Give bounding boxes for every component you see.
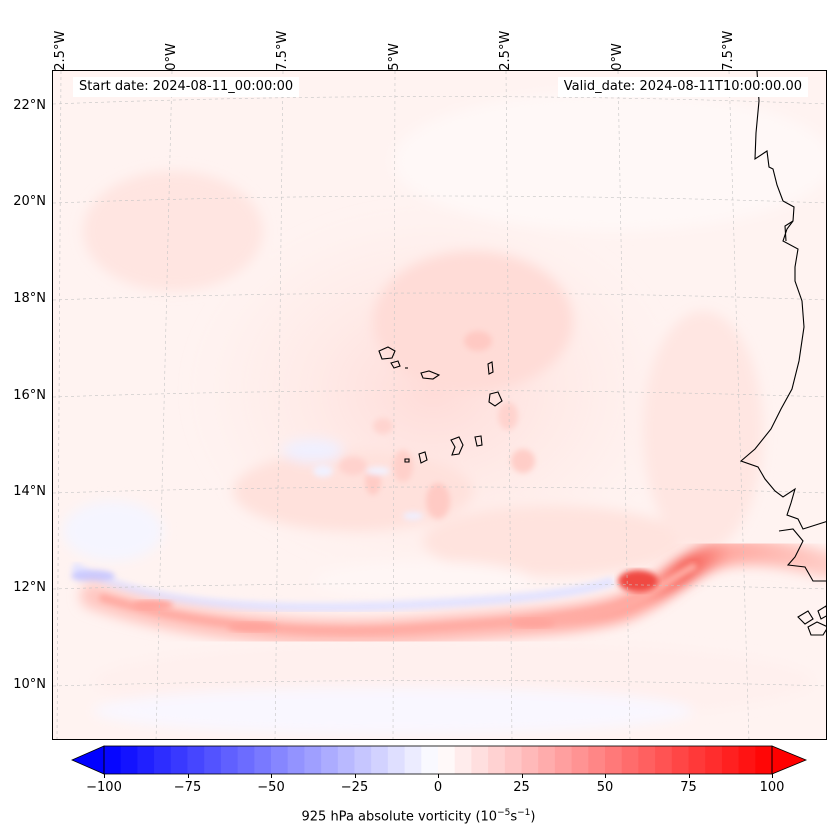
positive-vorticity-band [80,538,826,646]
colorbar-cell [337,746,356,774]
colorbar-tick-label: 100 [759,780,785,795]
lat-label-16n: 16°N [13,388,46,403]
colorbar-tick-mark [354,774,356,778]
colorbar-tick-mark [187,774,189,778]
graticule [53,71,826,739]
valid-date-label: Valid_date: 2024-08-11T10:00:00.00 [557,77,808,97]
colorbar-cell [588,746,606,774]
colorbar-cell [638,746,656,774]
lat-label-20n: 20°N [13,194,46,209]
colorbar-cell [304,746,322,774]
colorbar-tick-mark [104,774,105,778]
negative-vorticity-band [70,561,615,613]
colorbar-cell [438,746,456,774]
lat-label-10n: 10°N [13,677,46,692]
colorbar-cell [104,746,122,774]
colorbar-tick-mark [271,774,272,778]
colorbar-cell [254,746,272,774]
lat-label-12n: 12°N [13,580,46,595]
colorbar-cell [488,746,506,774]
colorbar-cell [404,746,422,774]
colorbar-tick-mark [688,774,690,778]
colorbar-cell [688,746,706,774]
colorbar-tick-label: −25 [340,780,369,795]
colorbar-tick-mark [438,774,439,778]
colorbar-cell [120,746,138,774]
colorbar-tick-mark [521,774,523,778]
colorbar-tick-mark [772,774,773,778]
vorticity-field [53,71,826,739]
colorbar-cell [187,746,205,774]
colorbar-arrow-min [71,745,105,775]
lat-label-18n: 18°N [13,291,46,306]
colorbar-cell [471,746,489,774]
colorbar-cell [421,746,439,774]
colorbar-cell [137,746,155,774]
colorbar-arrow-max [771,745,808,775]
colorbar-cell [605,746,623,774]
colorbar-cell [504,746,523,774]
colorbar-cell [371,746,389,774]
colorbar-cell [204,746,222,774]
colorbar-cell [220,746,239,774]
map-panel[interactable]: Start date: 2024-08-11_00:00:00 Valid_da… [52,70,827,740]
lat-label-22n: 22°N [13,98,46,113]
colorbar-cell [554,746,573,774]
colorbar-cell [755,746,773,774]
colorbar-cell [621,746,639,774]
colorbar-tick-label: −100 [86,780,122,795]
lat-label-14n: 14°N [13,484,46,499]
colorbar-label-end: ) [530,809,536,825]
colorbar-cell [321,746,339,774]
colorbar-tick-label: 25 [513,780,530,795]
colorbar-cell [738,746,756,774]
colorbar-label: 925 hPa absolute vorticity (10−5s−1) [0,808,837,824]
colorbar-cell [271,746,289,774]
colorbar-cell [538,746,556,774]
colorbar-cell [521,746,539,774]
colorbar-tick-label: 0 [433,780,443,795]
colorbar-cell [655,746,673,774]
colorbar-tick-label: 50 [596,780,614,795]
colorbar-cell [671,746,690,774]
colorbar-cell [354,746,372,774]
colorbar [71,745,808,775]
colorbar-cells [104,746,773,774]
colorbar-label-exp2: −1 [517,808,531,818]
africa-coastline [739,71,826,636]
colorbar-label-mid: s [510,809,518,825]
colorbar-label-text: 925 hPa absolute vorticity (10 [301,809,498,825]
colorbar-cell [237,746,255,774]
colorbar-cell [287,746,305,774]
colorbar-cell [721,746,740,774]
colorbar-cell [387,746,406,774]
colorbar-tick-mark [605,774,606,778]
colorbar-cell [170,746,189,774]
colorbar-tick-label: −50 [257,780,285,795]
field-patches [63,91,826,735]
colorbar-cell [705,746,723,774]
colorbar-cell [571,746,589,774]
colorbar-label-exp1: −5 [497,808,511,818]
colorbar-cell [454,746,472,774]
colorbar-cell [154,746,172,774]
colorbar-tick-label: −75 [173,780,202,795]
start-date-label: Start date: 2024-08-11_00:00:00 [73,77,300,97]
wave-blobs [313,331,535,520]
colorbar-tick-label: 75 [680,780,697,795]
cape-verde-islands [378,346,503,464]
